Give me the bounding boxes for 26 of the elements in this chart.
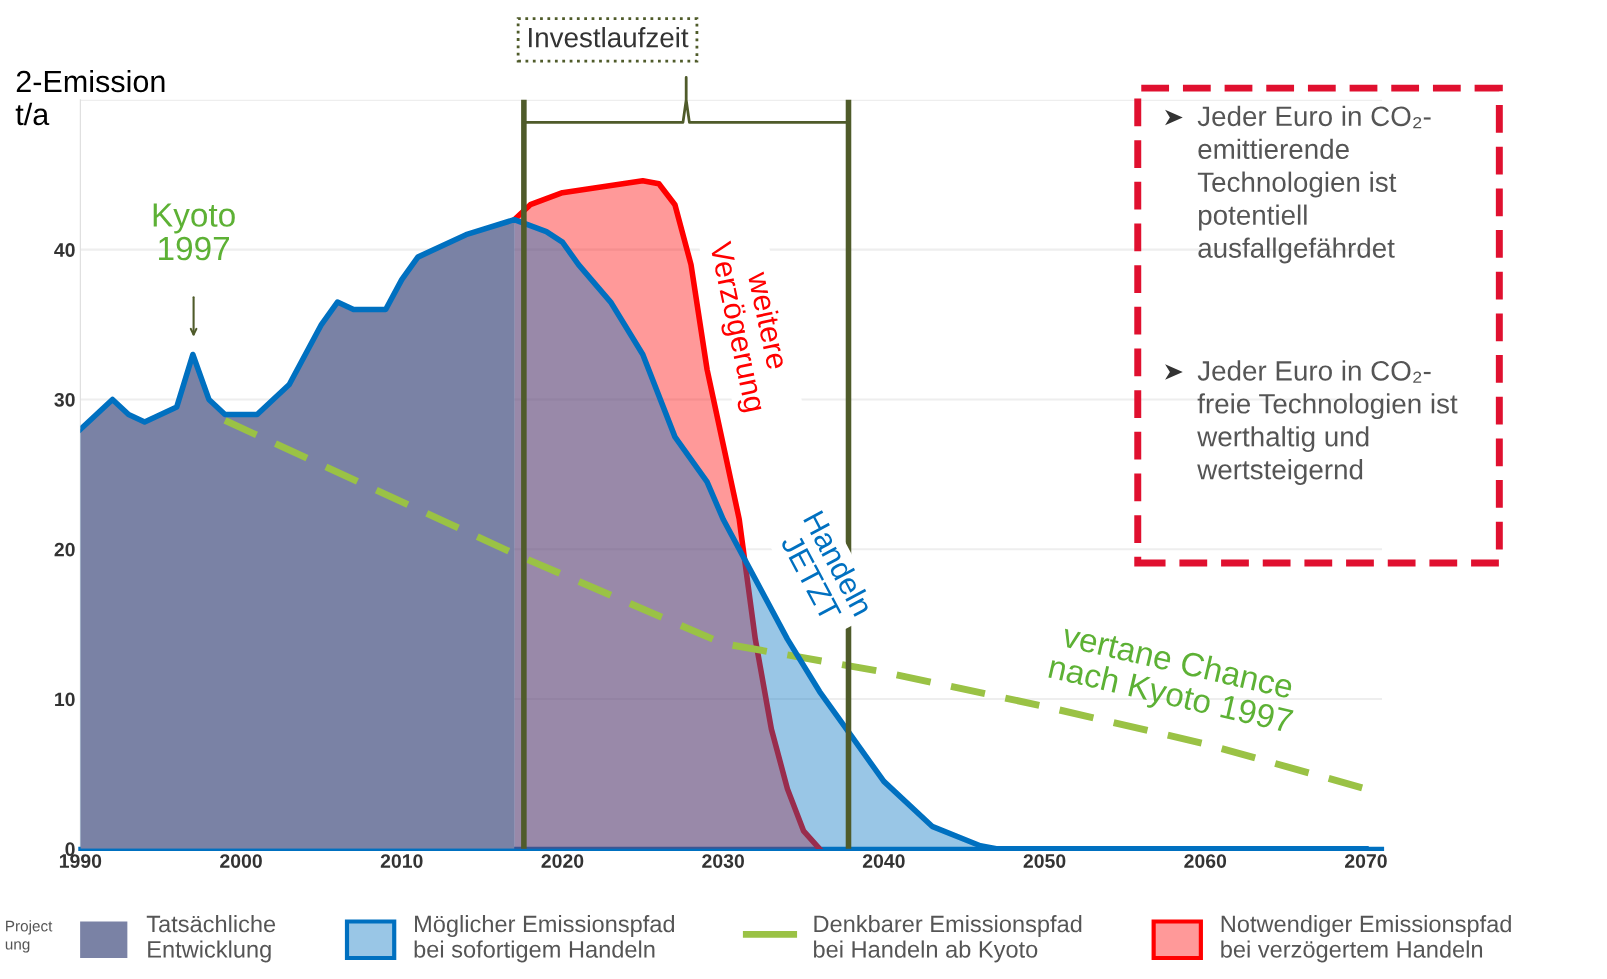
x-tick-label: 2000 xyxy=(220,854,262,868)
x-tick-label: 2030 xyxy=(702,854,744,868)
legend-label: Tatsächliche Entwicklung xyxy=(146,914,276,963)
x-tick-label: 2070 xyxy=(1345,854,1387,868)
x-tick-label: 2010 xyxy=(380,854,423,868)
y-tick-label: 10 xyxy=(55,692,75,707)
legend-label: Notwendiger Emissionspfad bei verzögertem Handeln xyxy=(1221,914,1511,963)
text: Investlaufzeit xyxy=(529,27,689,48)
x-tick-label: 1990 xyxy=(59,854,102,868)
annotation: weitere Verzögerung xyxy=(703,240,790,414)
y-tick-label: 30 xyxy=(54,392,75,407)
annotation: Jeder Euro in CO₂- emittierende Technologien ist potentiell ausfallgefährdet xyxy=(1197,105,1431,264)
annotation: vertane Chance nach Kyoto 1997 xyxy=(1046,622,1295,740)
legend-label: Möglicher Emissionspfad bei sofortigem Handeln xyxy=(414,914,675,963)
x-tick-label: 2060 xyxy=(1184,854,1227,868)
annotation: Jeder Euro in CO₂- freie Technologien ist werthaltig und wertsteigernd xyxy=(1197,360,1458,485)
y-tick-label: 20 xyxy=(54,542,75,557)
x-tick-label: 2040 xyxy=(862,854,905,868)
y-tick-label: 40 xyxy=(54,243,75,257)
legend-label: Denkbarer Emissionspfad bei Handeln ab Kyoto xyxy=(814,914,1082,963)
x-tick-label: 2020 xyxy=(541,854,584,868)
x-tick-label: 2050 xyxy=(1023,854,1066,868)
y-tick-label: 0 xyxy=(65,842,75,857)
annotation: Kyoto 1997 xyxy=(153,203,235,261)
y-axis-title: 2-Emission t/a xyxy=(15,69,165,126)
text: Project ung xyxy=(5,920,53,953)
